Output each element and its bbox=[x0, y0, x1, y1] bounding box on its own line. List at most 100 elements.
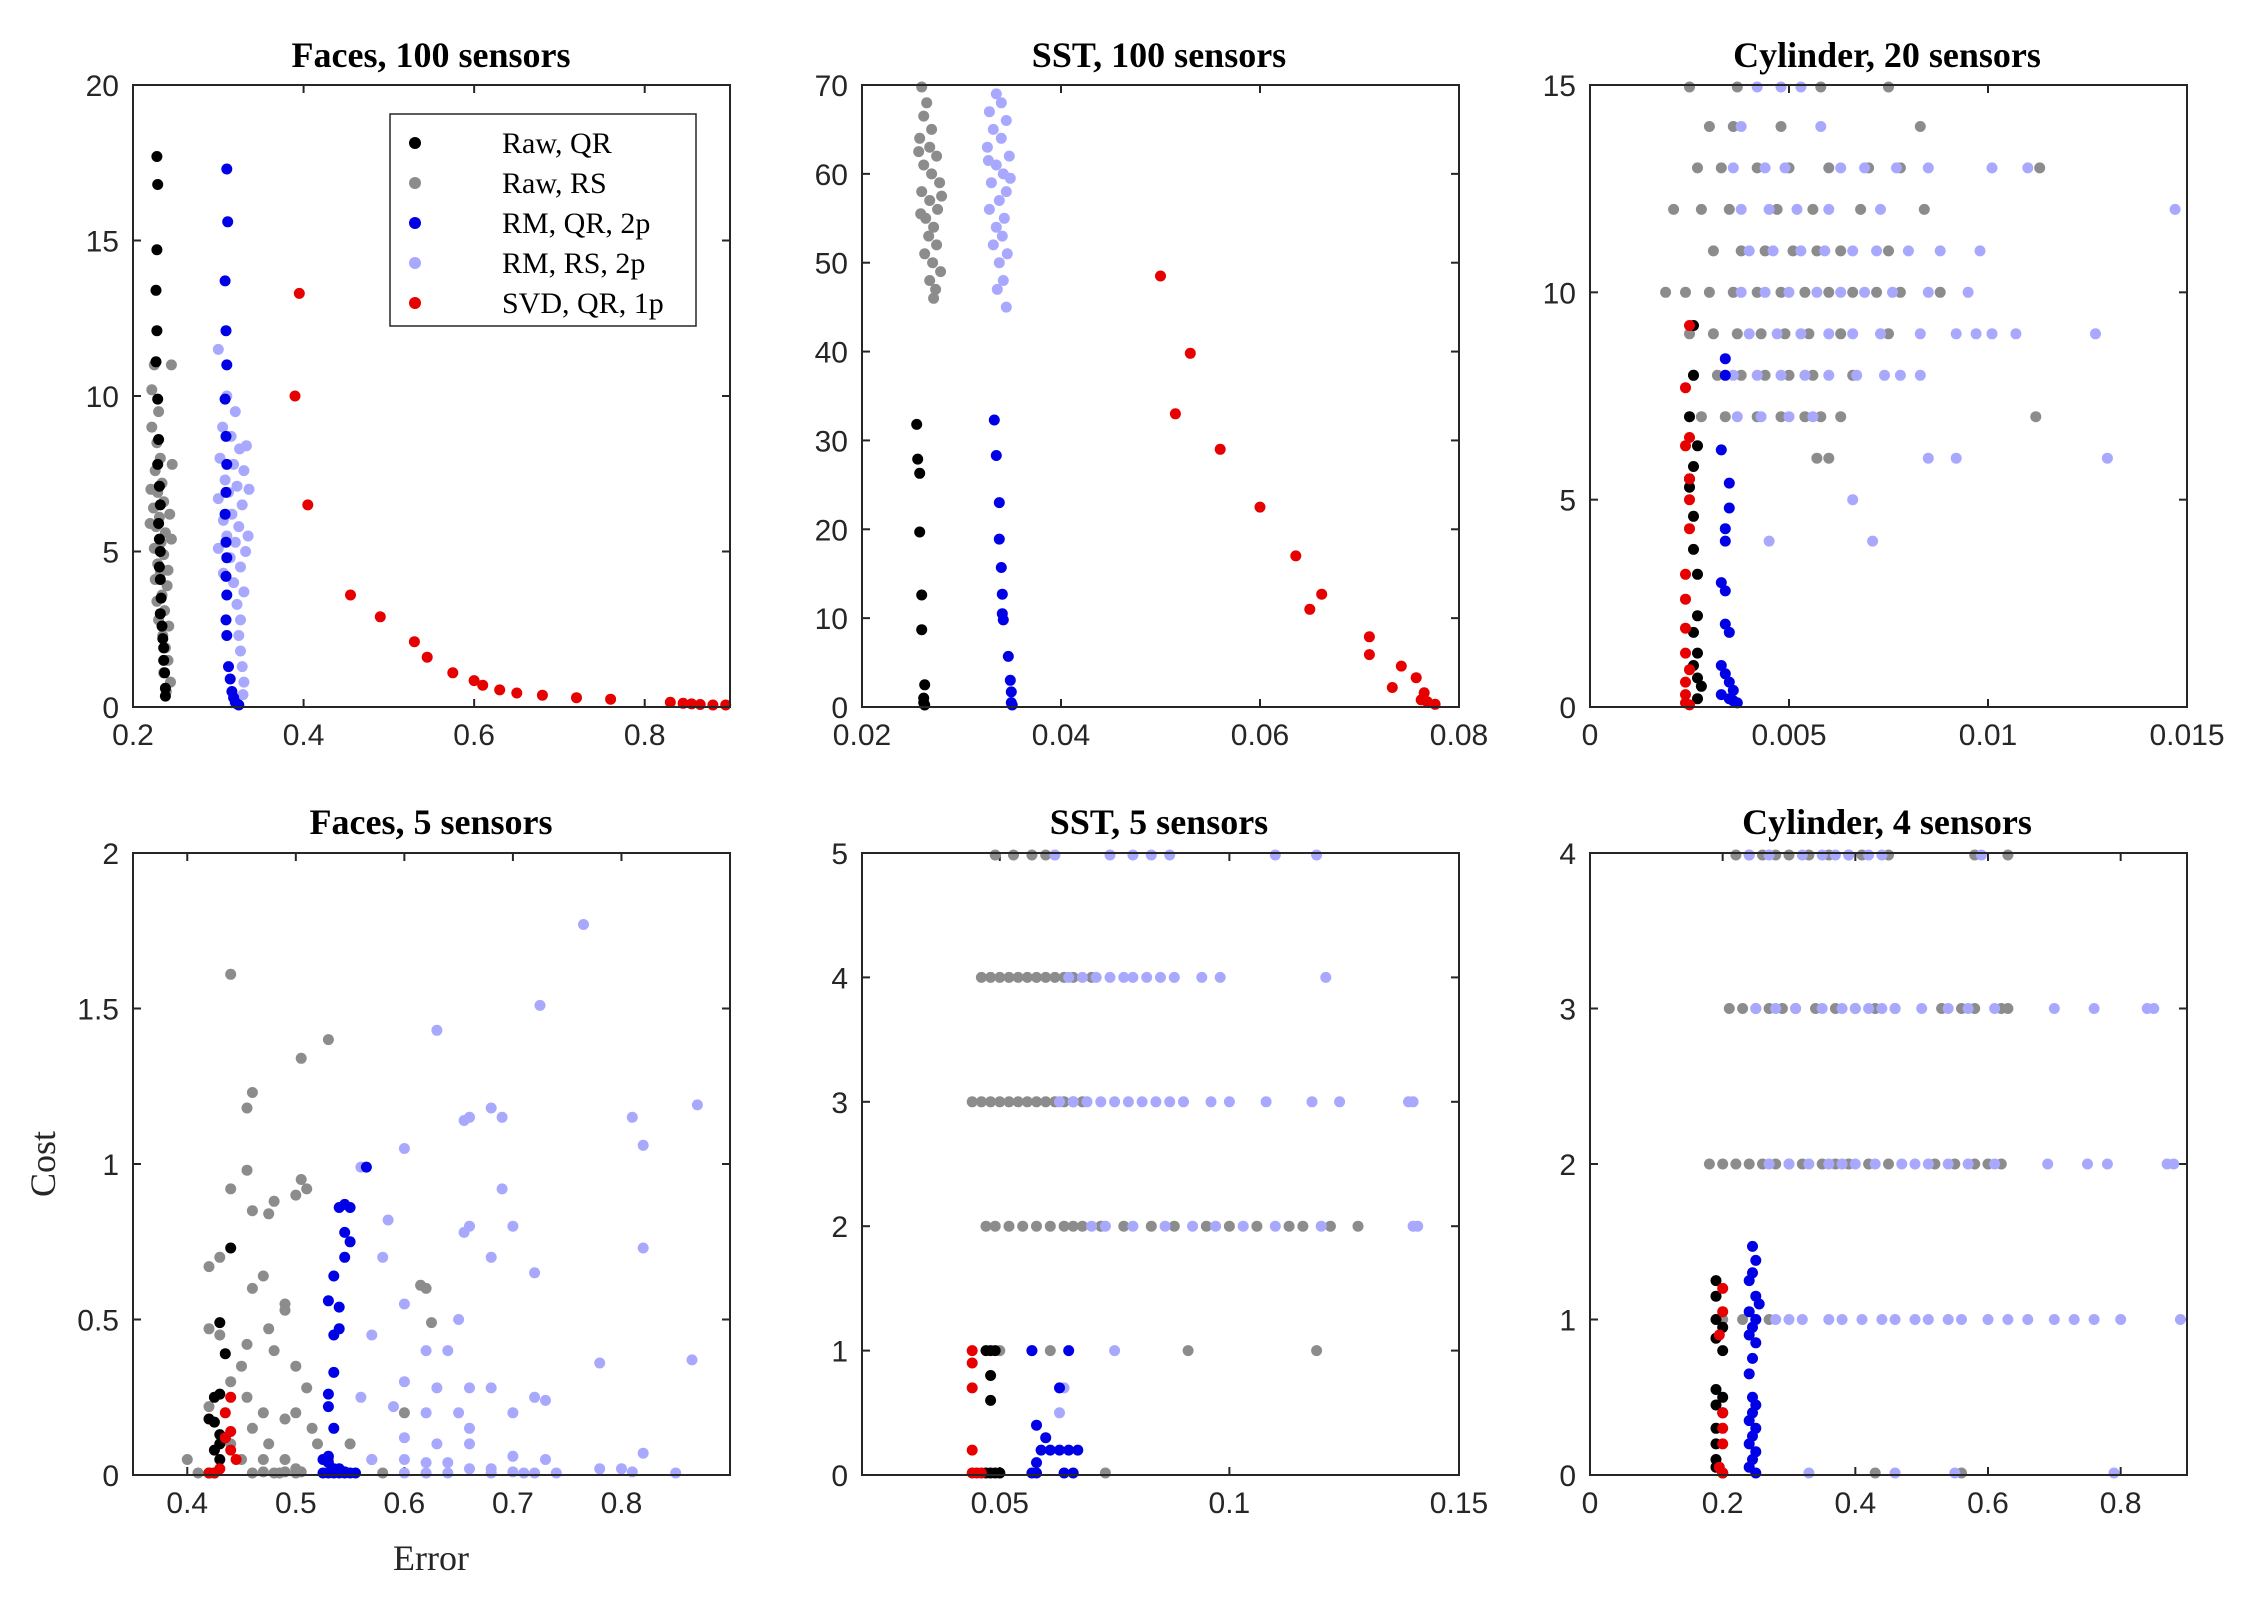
data-point-rm-rs-2p bbox=[983, 203, 995, 215]
data-point-raw-rs bbox=[926, 123, 938, 135]
data-point-rm-rs-2p bbox=[1816, 1003, 1828, 1014]
y-tick-label: 0.5 bbox=[77, 1305, 119, 1338]
data-point-rm-rs-2p bbox=[1759, 286, 1771, 298]
data-point-rm-qr-2p bbox=[221, 458, 233, 470]
data-point-rm-rs-2p bbox=[1887, 286, 1898, 298]
data-point-raw-rs bbox=[936, 190, 948, 202]
panel-title: SST, 5 sensors bbox=[1050, 802, 1268, 842]
data-point-raw-qr bbox=[1710, 1275, 1722, 1287]
data-point-raw-qr bbox=[214, 1317, 226, 1329]
data-point-rm-rs-2p bbox=[1823, 1158, 1835, 1170]
data-point-raw-rs bbox=[1692, 162, 1703, 174]
data-point-raw-rs bbox=[1058, 1220, 1070, 1232]
data-point-raw-rs bbox=[1723, 203, 1735, 215]
data-point-rm-rs-2p bbox=[1922, 1314, 1934, 1325]
data-point-rm-rs-2p bbox=[1122, 1096, 1134, 1108]
data-point-svd-qr-1p bbox=[225, 1444, 237, 1456]
data-point-rm-rs-2p bbox=[982, 155, 994, 166]
data-point-raw-rs bbox=[377, 1467, 389, 1479]
data-point-raw-rs bbox=[1680, 286, 1691, 298]
data-point-rm-rs-2p bbox=[2022, 1314, 2034, 1325]
data-point-rm-qr-2p bbox=[1750, 1337, 1762, 1349]
data-point-rm-rs-2p bbox=[594, 1357, 606, 1369]
data-point-raw-rs bbox=[1823, 286, 1835, 298]
data-point-rm-rs-2p bbox=[540, 1394, 551, 1406]
data-point-rm-rs-2p bbox=[377, 1251, 389, 1263]
data-point-raw-rs bbox=[279, 1413, 291, 1425]
data-point-svd-qr-1p bbox=[536, 689, 548, 701]
data-point-rm-rs-2p bbox=[1816, 849, 1828, 861]
data-point-rm-rs-2p bbox=[1823, 1314, 1835, 1325]
panel-faces-100-sensors: Faces, 100 sensors 0.2 0.4 0.6 0.805101520 … bbox=[86, 35, 732, 752]
data-point-raw-rs bbox=[426, 1317, 437, 1329]
data-point-rm-rs-2p bbox=[1334, 1096, 1346, 1108]
data-point-rm-rs-2p bbox=[1109, 1345, 1121, 1357]
panel-title: Faces, 5 sensors bbox=[310, 802, 553, 842]
legend-marker bbox=[409, 297, 421, 309]
axes-box bbox=[132, 852, 731, 1476]
data-point-raw-rs bbox=[1251, 1220, 1263, 1232]
data-point-rm-rs-2p bbox=[2174, 1314, 2186, 1325]
data-point-rm-qr-2p bbox=[1719, 618, 1731, 630]
data-point-raw-qr bbox=[214, 1388, 226, 1400]
data-point-rm-qr-2p bbox=[996, 588, 1008, 600]
data-point-raw-qr bbox=[153, 561, 165, 573]
data-point-rm-rs-2p bbox=[1003, 150, 1015, 162]
data-point-rm-rs-2p bbox=[1731, 411, 1743, 423]
data-point-rm-rs-2p bbox=[1104, 971, 1116, 983]
data-point-rm-rs-2p bbox=[1889, 1314, 1901, 1325]
data-point-raw-qr bbox=[158, 654, 170, 666]
data-point-raw-rs bbox=[1723, 1003, 1735, 1014]
y-tick-label: 60 bbox=[815, 159, 848, 192]
data-point-raw-qr bbox=[151, 151, 163, 162]
data-point-rm-rs-2p bbox=[442, 1457, 454, 1469]
data-point-rm-rs-2p bbox=[219, 474, 231, 486]
data-point-raw-rs bbox=[1803, 328, 1815, 340]
data-point-rm-qr-2p bbox=[1719, 535, 1731, 547]
data-points bbox=[966, 849, 1424, 1479]
data-point-rm-rs-2p bbox=[1970, 328, 1982, 340]
data-point-rm-rs-2p bbox=[1090, 971, 1102, 983]
data-point-raw-rs bbox=[1283, 1220, 1295, 1232]
data-point-rm-rs-2p bbox=[464, 1382, 475, 1394]
data-point-raw-qr bbox=[1692, 693, 1703, 705]
data-point-rm-rs-2p bbox=[1150, 1096, 1162, 1108]
data-point-raw-rs bbox=[246, 1282, 258, 1294]
data-point-raw-rs bbox=[290, 1467, 302, 1479]
data-point-raw-rs bbox=[246, 1205, 258, 1217]
panel-sst-100-sensors: SST, 100 sensors 0.02 0.04 0.06 0.08 0 10 20 30… bbox=[815, 35, 1489, 752]
data-point-raw-rs bbox=[2002, 1003, 2014, 1014]
data-point-rm-qr-2p bbox=[990, 450, 1002, 461]
data-point-rm-rs-2p bbox=[233, 630, 245, 641]
data-point-rm-rs-2p bbox=[1004, 172, 1016, 184]
data-point-rm-rs-2p bbox=[1136, 1096, 1148, 1108]
data-point-raw-rs bbox=[1012, 1096, 1024, 1108]
data-point-svd-qr-1p bbox=[1386, 682, 1398, 693]
data-point-svd-qr-1p bbox=[230, 1454, 242, 1465]
data-point-raw-qr bbox=[919, 679, 931, 691]
data-point-raw-qr bbox=[214, 1454, 226, 1465]
data-point-rm-rs-2p bbox=[1770, 1003, 1782, 1014]
data-point-raw-rs bbox=[1883, 328, 1894, 340]
data-point-rm-qr-2p bbox=[1054, 1382, 1065, 1394]
data-point-rm-rs-2p bbox=[453, 1314, 465, 1325]
data-point-rm-rs-2p bbox=[398, 1298, 410, 1310]
data-point-raw-rs bbox=[980, 1220, 992, 1232]
data-point-raw-rs bbox=[241, 1391, 253, 1403]
x-tick-label: 0.2 bbox=[112, 719, 154, 752]
data-point-raw-rs bbox=[989, 849, 1001, 861]
legend-label: Raw, QR bbox=[502, 127, 612, 160]
data-point-rm-rs-2p bbox=[453, 1407, 465, 1419]
data-point-raw-rs bbox=[225, 1376, 237, 1388]
data-point-rm-qr-2p bbox=[344, 1236, 356, 1248]
data-point-rm-rs-2p bbox=[1063, 971, 1075, 983]
data-points bbox=[1660, 81, 2181, 711]
data-point-raw-qr bbox=[985, 1370, 997, 1381]
panel-sst-5-sensors: SST, 5 sensors 0.05 0.1 0.15 0 1 2 3 4 5 bbox=[831, 802, 1488, 1520]
panel-faces-5-sensors: Faces, 5 sensors 0.4 0.5 0.6 0.7 0.8 0 0.5 1 1.5… bbox=[23, 802, 731, 1578]
data-point-raw-rs bbox=[975, 971, 987, 983]
data-point-rm-qr-2p bbox=[1031, 1467, 1042, 1479]
data-point-rm-rs-2p bbox=[2115, 1314, 2127, 1325]
data-point-rm-rs-2p bbox=[1770, 1314, 1782, 1325]
data-point-raw-rs bbox=[290, 1360, 302, 1372]
